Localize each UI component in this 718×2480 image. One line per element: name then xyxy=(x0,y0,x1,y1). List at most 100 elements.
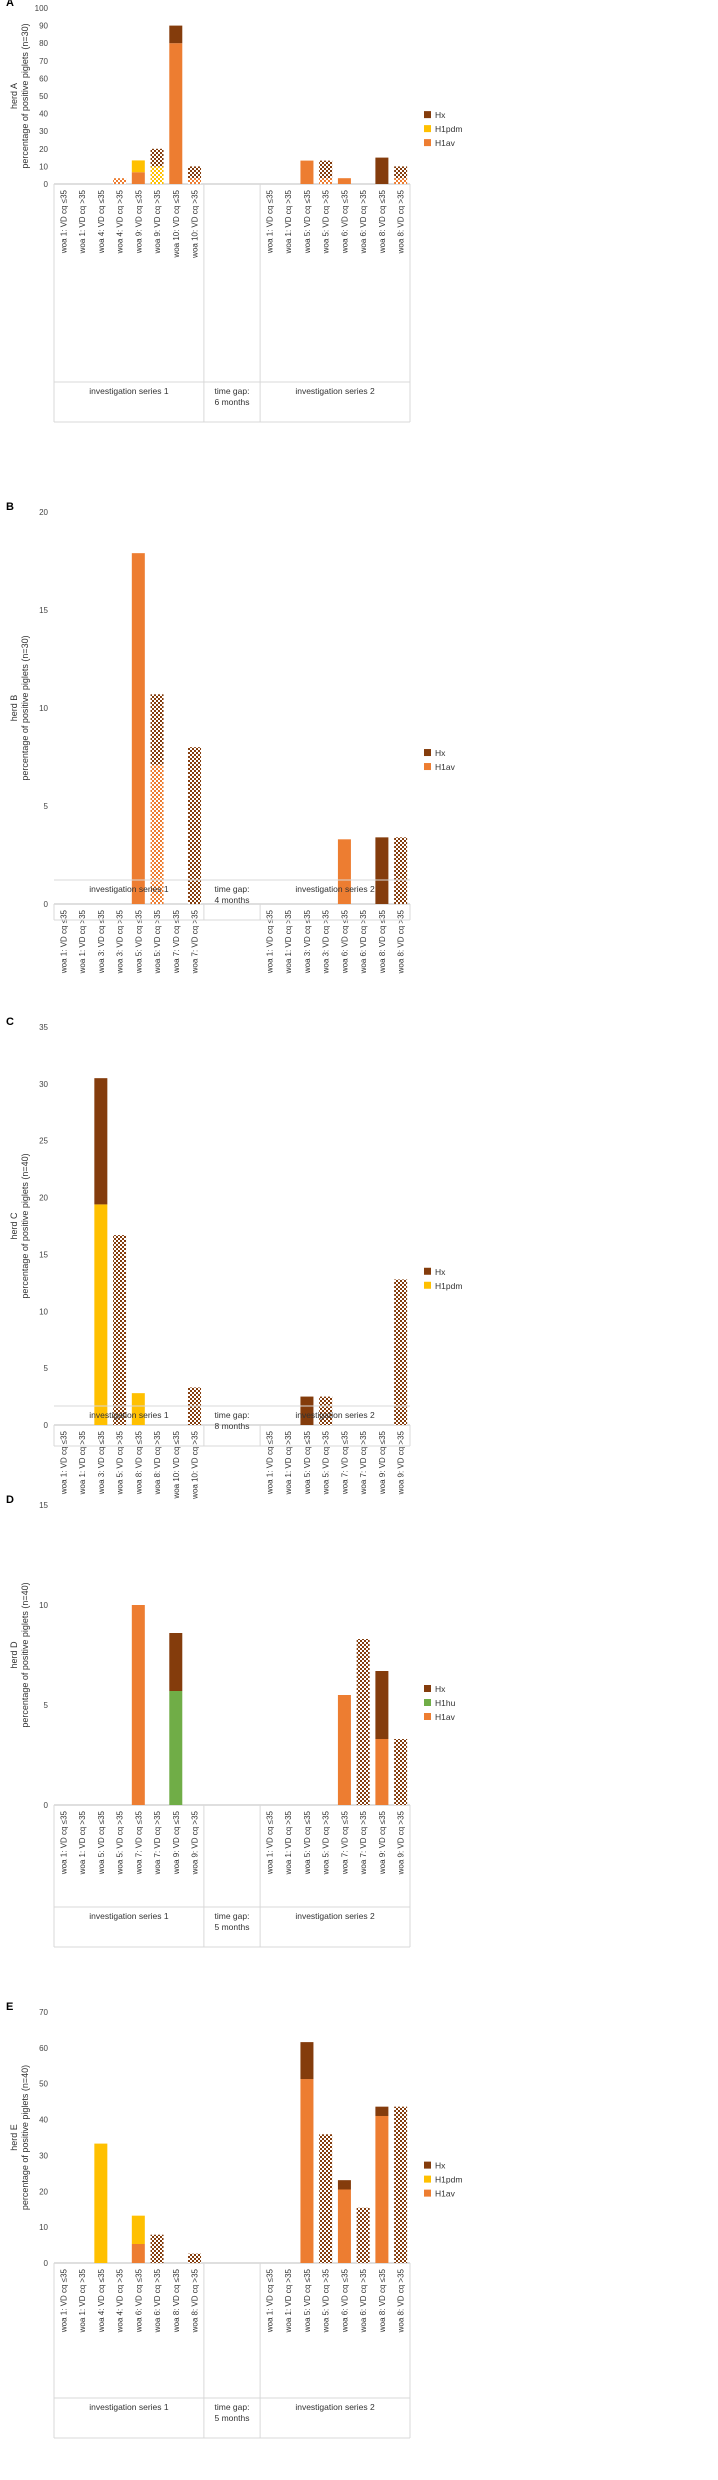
x-tick-label: woa 8: VD cq ≤35 xyxy=(378,909,387,974)
x-tick-label: woa 9: VD cq ≤35 xyxy=(172,1810,181,1875)
bar-segment-h1pdm xyxy=(131,1393,145,1425)
x-tick-label: woa 7: VD cq ≤35 xyxy=(134,1810,143,1875)
legend-swatch-hx xyxy=(424,111,431,119)
x-tick-label: woa 3: VD cq >35 xyxy=(116,909,125,974)
bar-segment-hx xyxy=(375,1671,389,1739)
x-tick-label: woa 10: VD cq >35 xyxy=(191,189,200,258)
legend-swatch-h1hu xyxy=(424,1699,431,1706)
x-tick-label: woa 6: VD cq >35 xyxy=(359,2268,368,2333)
y-tick-label: 60 xyxy=(39,2044,48,2053)
x-tick-label: woa 1: VD cq >35 xyxy=(78,2268,87,2333)
y-tick-label: 20 xyxy=(39,145,48,154)
x-tick-label: woa 7: VD cq ≤35 xyxy=(340,1810,349,1875)
x-tick-label: woa 5: VD cq >35 xyxy=(322,1430,331,1495)
x-tick-label: woa 5: VD cq ≤35 xyxy=(303,2268,312,2333)
group-label: time gap: xyxy=(215,1911,250,1921)
x-tick-label: woa 1: VD cq >35 xyxy=(78,1810,87,1875)
bar-segment-h1av xyxy=(169,43,183,185)
x-tick-label: woa 6: VD cq ≤35 xyxy=(340,2268,349,2333)
bar-segment-hx xyxy=(356,2207,370,2263)
x-tick-label: woa 8: VD cq ≤35 xyxy=(134,1430,143,1495)
legend-swatch-h1pdm xyxy=(424,125,431,133)
herd-label: herd D xyxy=(9,1641,19,1669)
bar-segment-h1av xyxy=(337,1695,351,1805)
bar-segment-hx xyxy=(188,2253,202,2263)
legend-label: Hx xyxy=(435,748,446,758)
bar-segment-hx xyxy=(394,1739,408,1805)
x-tick-label: woa 5: VD cq ≤35 xyxy=(303,189,312,254)
x-tick-label: woa 9: VD cq ≤35 xyxy=(378,1430,387,1495)
bar-segment-hx xyxy=(375,157,389,184)
legend-swatch-hx xyxy=(424,749,431,757)
x-tick-label: woa 5: VD cq >35 xyxy=(116,1430,125,1495)
x-tick-label: woa 1: VD cq ≤35 xyxy=(59,1430,68,1495)
bar-segment-h1av xyxy=(113,178,127,184)
bar-segment-h1av xyxy=(375,1739,389,1805)
y-tick-label: 50 xyxy=(39,2080,48,2089)
x-tick-label: woa 4: VD cq >35 xyxy=(116,2268,125,2333)
x-tick-label: woa 9: VD cq >35 xyxy=(153,189,162,254)
bar-segment-h1pdm xyxy=(94,1204,108,1425)
legend-swatch-h1av xyxy=(424,139,431,147)
x-tick-label: woa 1: VD cq ≤35 xyxy=(59,189,68,254)
y-tick-label: 10 xyxy=(39,1307,48,1316)
legend-label: H1pdm xyxy=(435,2175,462,2185)
legend-swatch-hx xyxy=(424,1267,431,1275)
x-tick-label: woa 4: VD cq >35 xyxy=(116,189,125,254)
y-tick-label: 5 xyxy=(44,1701,49,1710)
y-tick-label: 30 xyxy=(39,127,48,136)
bar-segment-h1pdm xyxy=(131,2215,145,2244)
y-tick-label: 20 xyxy=(39,508,48,517)
group-label: investigation series 2 xyxy=(295,884,375,894)
legend-label: Hx xyxy=(435,2161,446,2171)
x-tick-label: woa 1: VD cq >35 xyxy=(284,2268,293,2333)
bar-segment-hx xyxy=(169,1633,183,1691)
x-tick-label: woa 9: VD cq ≤35 xyxy=(378,1810,387,1875)
y-tick-label: 5 xyxy=(44,802,49,811)
x-tick-label: woa 5: VD cq >35 xyxy=(322,189,331,254)
y-tick-label: 0 xyxy=(44,1421,49,1430)
y-tick-label: 60 xyxy=(39,74,48,83)
bar-segment-h1av xyxy=(337,839,351,904)
bar-segment-hx xyxy=(394,2106,408,2263)
x-tick-label: woa 9: VD cq >35 xyxy=(191,1810,200,1875)
x-tick-label: woa 3: VD cq ≤35 xyxy=(303,909,312,974)
bar-segment-hx xyxy=(113,1235,127,1425)
group-label: investigation series 2 xyxy=(295,1911,375,1921)
y-tick-label: 0 xyxy=(44,900,49,909)
x-tick-label: woa 1: VD cq ≤35 xyxy=(265,909,274,974)
y-tick-label: 35 xyxy=(39,1023,48,1032)
bar-segment-h1av xyxy=(131,2243,145,2263)
y-tick-label: 80 xyxy=(39,39,48,48)
group-label: 6 months xyxy=(215,397,250,407)
x-tick-label: woa 8: VD cq ≤35 xyxy=(378,2268,387,2333)
group-label: investigation series 2 xyxy=(295,386,375,396)
x-tick-label: woa 7: VD cq ≤35 xyxy=(172,909,181,974)
bar-segment-hx xyxy=(394,1279,408,1425)
x-tick-label: woa 1: VD cq ≤35 xyxy=(59,2268,68,2333)
y-axis-title: percentage of positive piglets (n=30) xyxy=(20,635,30,780)
bar-segment-hx xyxy=(375,2106,389,2116)
group-label: time gap: xyxy=(215,884,250,894)
group-label: investigation series 1 xyxy=(89,884,169,894)
x-tick-label: woa 8: VD cq >35 xyxy=(397,2268,406,2333)
y-tick-label: 10 xyxy=(39,2223,48,2232)
group-label: 5 months xyxy=(215,2413,250,2423)
bar-segment-hx xyxy=(169,25,183,44)
x-tick-label: woa 3: VD cq ≤35 xyxy=(97,909,106,974)
legend-label: H1av xyxy=(435,138,456,148)
bar-segment-hx xyxy=(150,694,164,765)
x-tick-label: woa 7: VD cq ≤35 xyxy=(340,1430,349,1495)
y-tick-label: 70 xyxy=(39,57,48,66)
x-tick-label: woa 5: VD cq >35 xyxy=(153,909,162,974)
x-tick-label: woa 8: VD cq ≤35 xyxy=(378,189,387,254)
x-tick-label: woa 7: VD cq >35 xyxy=(191,909,200,974)
group-label: time gap: xyxy=(215,1410,250,1420)
x-tick-label: woa 6: VD cq >35 xyxy=(153,2268,162,2333)
x-tick-label: woa 8: VD cq >35 xyxy=(191,2268,200,2333)
x-tick-label: woa 4: VD cq ≤35 xyxy=(97,189,106,254)
bar-segment-h1av xyxy=(394,178,408,184)
bar-segment-h1hu xyxy=(169,1691,183,1805)
panel-label: D xyxy=(6,1494,14,1506)
